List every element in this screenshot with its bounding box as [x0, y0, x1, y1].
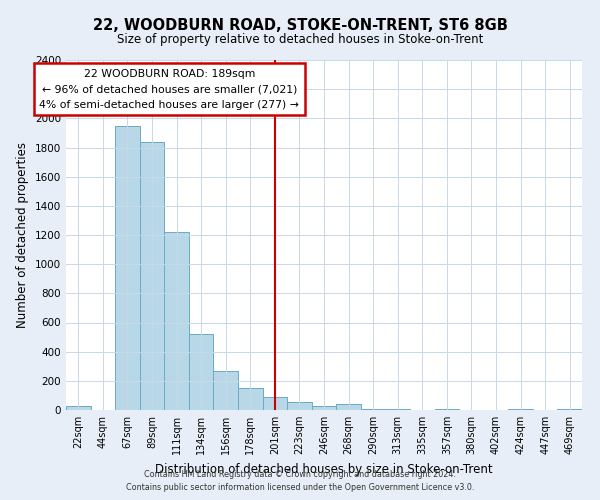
Bar: [66, 406, 91, 410]
Bar: [361, 408, 385, 410]
Bar: [287, 402, 312, 410]
Bar: [214, 370, 238, 410]
Bar: [336, 404, 361, 410]
Text: 22 WOODBURN ROAD: 189sqm
← 96% of detached houses are smaller (7,021)
4% of semi: 22 WOODBURN ROAD: 189sqm ← 96% of detach…: [39, 68, 299, 110]
Text: 22, WOODBURN ROAD, STOKE-ON-TRENT, ST6 8GB: 22, WOODBURN ROAD, STOKE-ON-TRENT, ST6 8…: [92, 18, 508, 32]
Bar: [312, 406, 336, 410]
Y-axis label: Number of detached properties: Number of detached properties: [16, 142, 29, 328]
Bar: [263, 397, 287, 410]
Bar: [164, 232, 189, 410]
Bar: [189, 334, 214, 410]
Text: Contains HM Land Registry data © Crown copyright and database right 2024.
Contai: Contains HM Land Registry data © Crown c…: [126, 470, 474, 492]
Bar: [140, 142, 164, 410]
Bar: [238, 388, 263, 410]
X-axis label: Distribution of detached houses by size in Stoke-on-Trent: Distribution of detached houses by size …: [155, 462, 493, 475]
Text: Size of property relative to detached houses in Stoke-on-Trent: Size of property relative to detached ho…: [117, 32, 483, 46]
Bar: [115, 126, 140, 410]
